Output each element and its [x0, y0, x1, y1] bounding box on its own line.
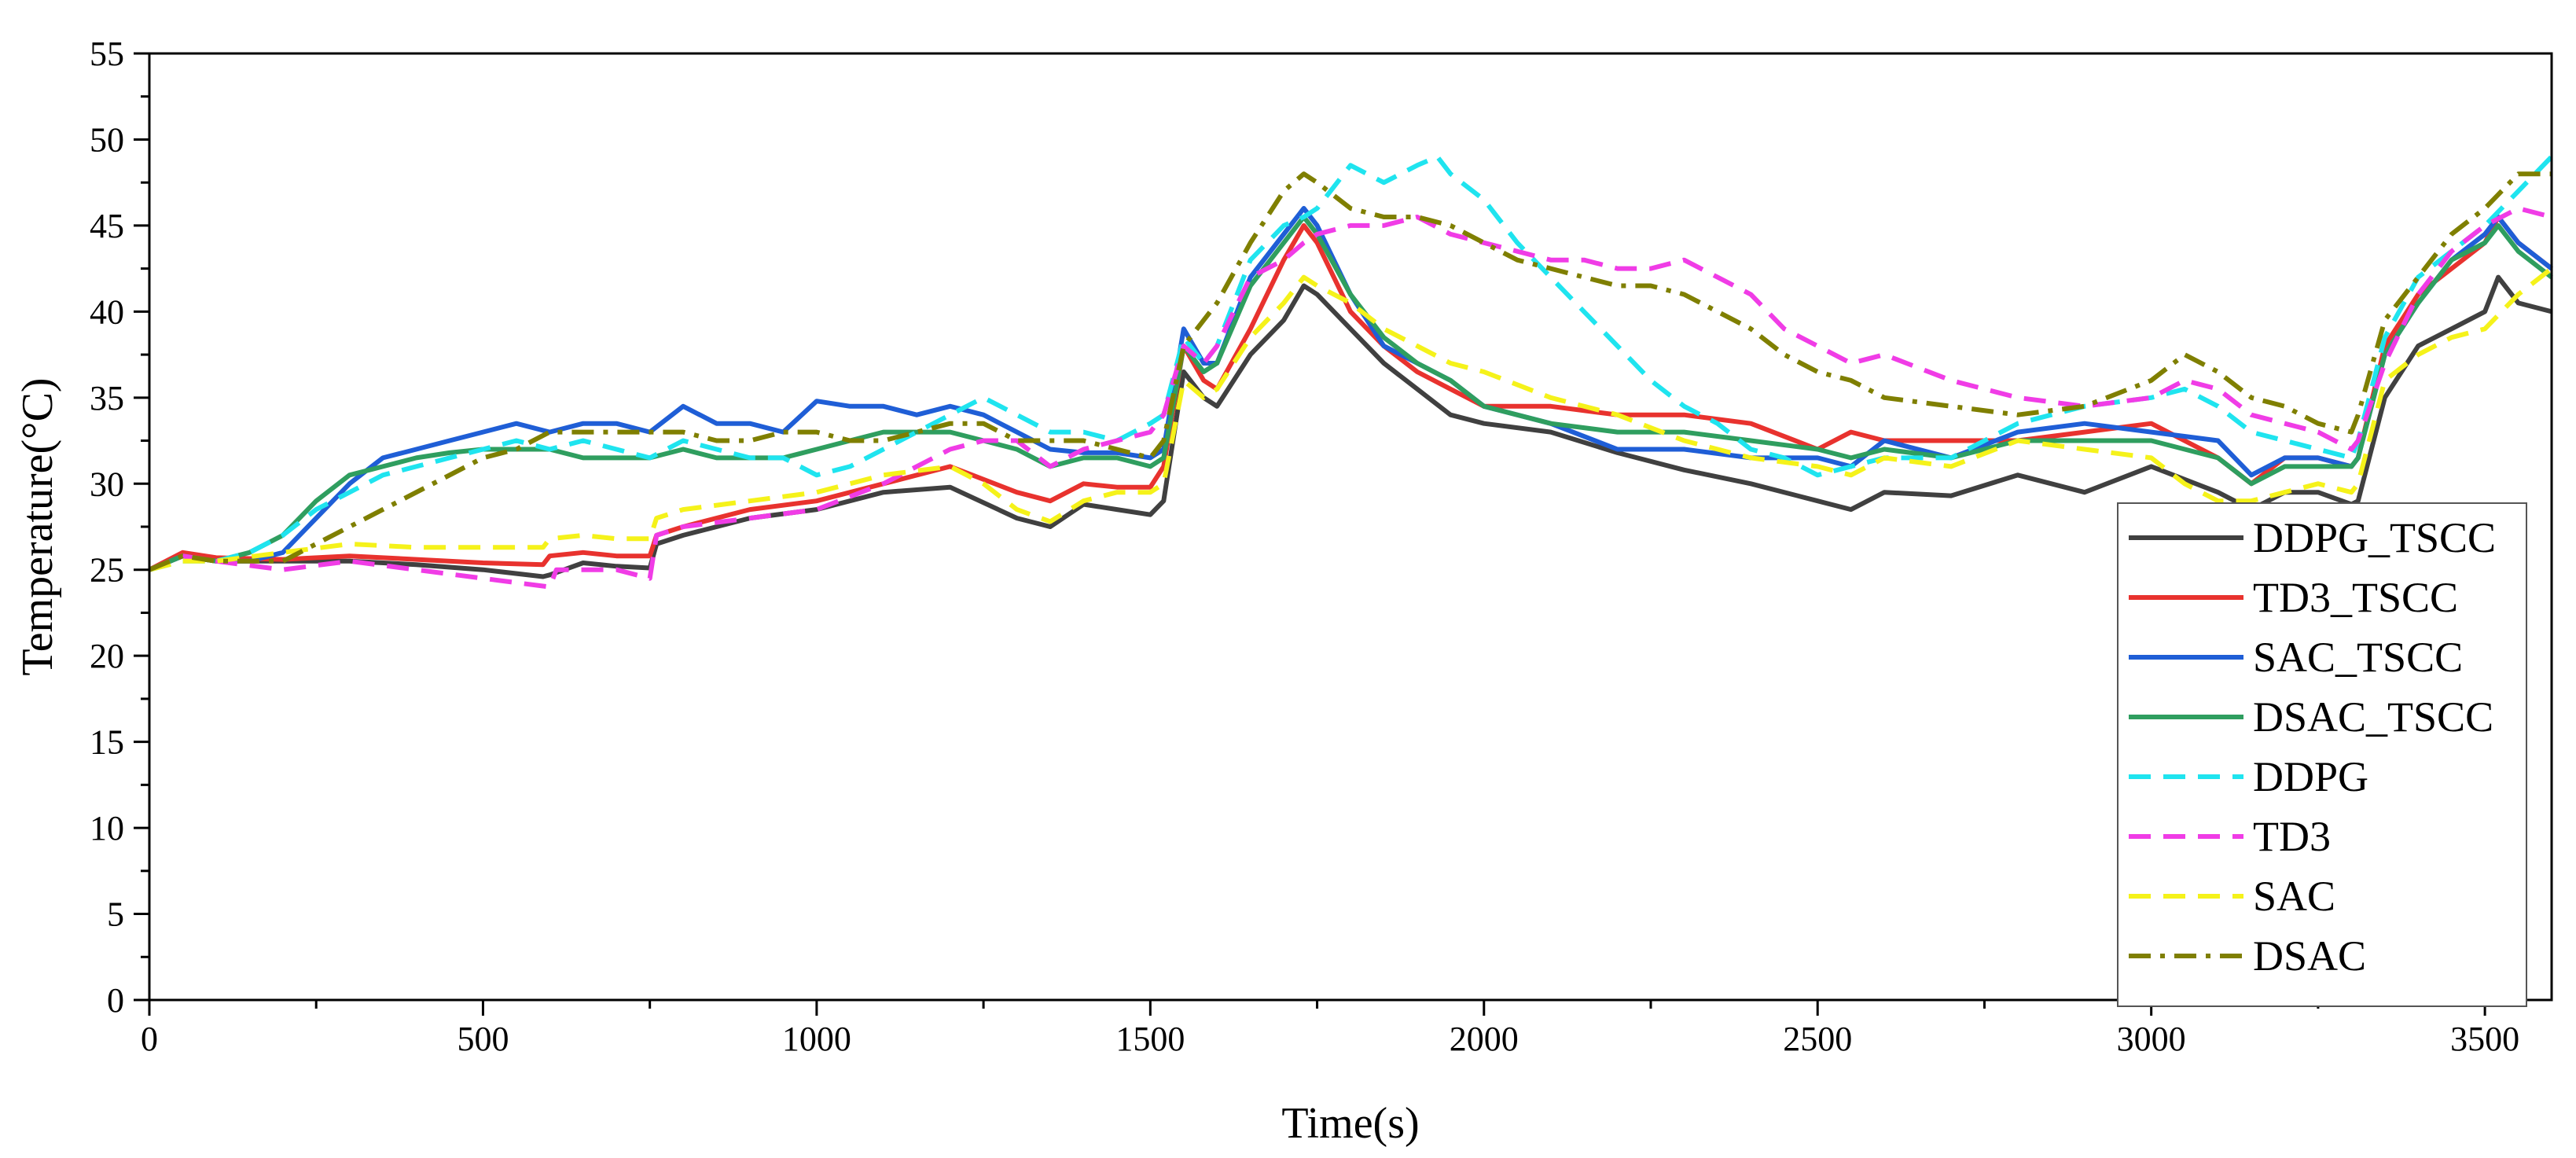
y-tick-label: 30 — [90, 465, 124, 503]
y-tick-label: 55 — [90, 35, 124, 73]
series-line-ddpg — [149, 154, 2554, 572]
series-line-td3 — [148, 206, 2552, 590]
legend: DDPG_TSCC TD3_TSCC SAC_TSCC DSAC_TSCC DDPG TD… — [2117, 502, 2527, 1007]
x-tick-label: 3000 — [2117, 1020, 2186, 1058]
y-tick-label: 5 — [107, 895, 124, 934]
y-axis-title: Temperature(°C) — [13, 377, 62, 675]
series-layer — [148, 154, 2554, 590]
y-tick-label: 10 — [90, 809, 124, 847]
legend-label: SAC_TSCC — [2253, 634, 2463, 681]
y-tick-label: 0 — [107, 981, 124, 1020]
y-axis: 0 5 10 15 20 25 30 35 40 45 50 55 — [90, 35, 149, 1020]
legend-label: DDPG — [2253, 753, 2368, 800]
legend-label: DSAC — [2253, 932, 2366, 980]
legend-label: TD3_TSCC — [2253, 574, 2458, 621]
y-tick-label: 40 — [90, 292, 124, 331]
x-tick-label: 3500 — [2450, 1020, 2519, 1058]
x-tick-label: 0 — [141, 1020, 158, 1058]
x-axis: 0 500 1000 1500 2000 2500 3000 3500 — [141, 1000, 2519, 1058]
x-tick-label: 2000 — [1450, 1020, 1519, 1058]
plot-area — [148, 52, 2554, 1002]
legend-label: DSAC_TSCC — [2253, 693, 2493, 741]
series-line-sac — [149, 267, 2553, 572]
y-tick-label: 45 — [90, 207, 124, 245]
x-tick-label: 1000 — [782, 1020, 851, 1058]
series-line-dsac-tscc — [148, 215, 2553, 572]
legend-label: SAC — [2253, 873, 2335, 920]
x-tick-label: 500 — [457, 1020, 509, 1058]
legend-box — [2117, 502, 2527, 1007]
y-tick-label: 50 — [90, 120, 124, 159]
x-axis-title: Time(s) — [1281, 1099, 1419, 1148]
y-tick-label: 20 — [90, 637, 124, 675]
y-tick-label: 35 — [90, 379, 124, 417]
y-tick-label: 25 — [90, 551, 124, 590]
y-tick-label: 15 — [90, 723, 124, 762]
series-line-sac-tscc — [148, 206, 2553, 572]
legend-label: DDPG_TSCC — [2253, 514, 2496, 561]
legend-label: TD3 — [2253, 813, 2331, 860]
x-tick-label: 1500 — [1115, 1020, 1185, 1058]
x-tick-label: 2500 — [1783, 1020, 1852, 1058]
